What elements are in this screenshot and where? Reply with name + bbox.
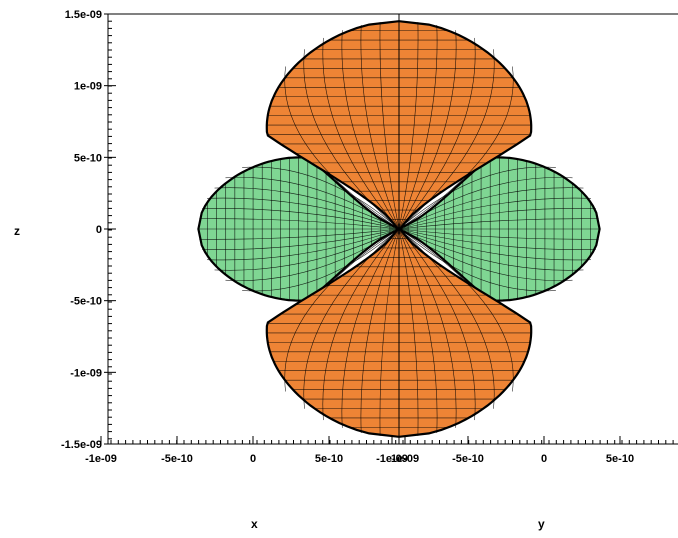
x-axis-label: x: [251, 517, 258, 531]
z-tick-label: 0: [96, 224, 102, 236]
plot-axes: [100, 13, 678, 445]
mesh-spoke-line: [322, 37, 400, 230]
y-tick-label: 0: [541, 453, 547, 465]
mesh-spoke-line: [398, 166, 556, 230]
mesh-spoke-line: [360, 25, 400, 230]
y-tick-label: -5e-10: [452, 453, 484, 465]
x-tick-label: 5e-10: [315, 453, 343, 465]
x-tick-label: -5e-10: [161, 453, 193, 465]
mesh-spoke-line: [398, 228, 438, 433]
mesh-spoke-line: [379, 22, 400, 230]
mesh-spoke-line: [284, 66, 400, 230]
mesh-spoke-line: [398, 197, 591, 230]
mesh-spoke-line: [398, 228, 573, 281]
mesh-spoke-line: [202, 208, 400, 230]
mesh-spoke-line: [398, 228, 476, 421]
mesh-spoke-line: [398, 177, 573, 230]
mesh-spoke-line: [199, 228, 400, 240]
z-tick-label: 1e-09: [74, 81, 102, 93]
mesh-spoke-line: [398, 228, 591, 261]
z-axis-label: z: [14, 224, 20, 238]
z-tick-label: -1e-09: [70, 367, 102, 379]
mesh-spoke-line: [303, 49, 400, 230]
x-tick-label: -1e-09: [85, 453, 117, 465]
green-lobe-right: [397, 156, 601, 302]
y-tick-label: -1e-09: [376, 453, 408, 465]
mesh-spoke-line: [202, 228, 400, 250]
mesh-spoke-line: [341, 228, 400, 428]
x-tick-label: 0: [250, 453, 256, 465]
mesh-spoke-line: [341, 30, 400, 230]
mesh-spoke-line: [242, 228, 400, 292]
mesh-spoke-line: [398, 228, 419, 436]
mesh-spoke-line: [225, 177, 400, 230]
mesh-spoke-line: [214, 187, 400, 230]
mesh-spoke-line: [303, 228, 400, 409]
mesh-spoke-line: [398, 49, 495, 230]
mesh-spoke-line: [398, 228, 556, 292]
mesh-spoke-line: [398, 208, 596, 230]
mesh-spoke-line: [284, 228, 400, 392]
tick-labels: 1.5e-09 1e-09 5e-10 0 -5e-10 -1e-09 -1.5e-09 -1…: [61, 9, 634, 465]
mesh-spoke-line: [214, 228, 400, 271]
z-tick-label: -5e-10: [70, 296, 102, 308]
mesh-spoke-line: [398, 187, 584, 230]
mesh-spoke-line: [398, 228, 495, 409]
mesh-spoke-line: [199, 218, 400, 230]
mesh-spoke-line: [398, 228, 596, 250]
mesh-spoke-line: [398, 228, 457, 428]
mesh-spoke-line: [398, 218, 599, 230]
z-tick-label: 1.5e-09: [65, 9, 102, 21]
mesh-spoke-line: [242, 166, 400, 230]
mesh-spoke-line: [398, 37, 476, 230]
mesh-spoke-line: [207, 228, 400, 261]
mesh-spoke-line: [398, 228, 584, 271]
mesh-spoke-line: [322, 228, 400, 421]
x-tick-label: 1e-09: [391, 453, 419, 465]
mesh-spoke-line: [398, 30, 457, 230]
mesh-spoke-line: [398, 25, 438, 230]
mesh-spoke-line: [379, 228, 400, 436]
mesh-spoke-line: [360, 228, 400, 433]
mesh-spoke-line: [207, 197, 400, 230]
z-tick-label: -1.5e-09: [61, 439, 102, 451]
mesh-spoke-line: [398, 228, 514, 392]
z-tick-label: 5e-10: [74, 152, 102, 164]
mesh-spoke-line: [398, 66, 514, 230]
y-axis-label: y: [538, 517, 545, 531]
mesh-spoke-line: [398, 228, 599, 240]
green-lobe-left: [197, 156, 401, 302]
y-tick-label: 5e-10: [606, 453, 634, 465]
mesh-spoke-line: [398, 22, 419, 230]
mesh-spoke-line: [225, 228, 400, 281]
